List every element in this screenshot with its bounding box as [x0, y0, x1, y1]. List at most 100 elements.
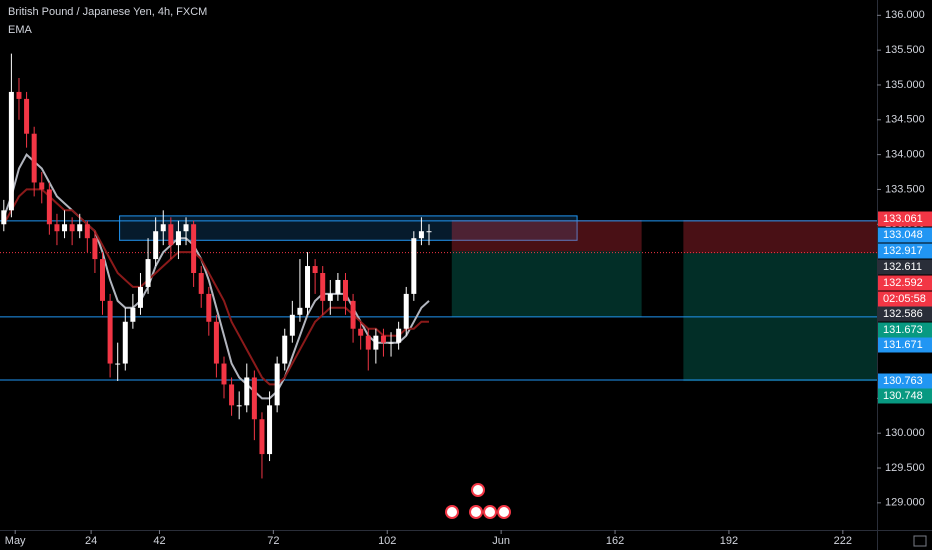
target-zone: [451, 251, 642, 317]
price-label: 132.917: [883, 245, 923, 257]
indicator-name: EMA: [8, 24, 33, 36]
candle-body: [388, 342, 394, 344]
x-tick-label: Jun: [492, 535, 510, 547]
ema-line: [2, 188, 429, 386]
candle-body: [145, 259, 151, 287]
candle-body: [153, 231, 159, 260]
event-icon[interactable]: [469, 505, 483, 519]
candle-body: [16, 91, 22, 99]
candle-body: [206, 293, 212, 322]
candle-body: [122, 321, 128, 364]
x-tick-label: 102: [378, 535, 396, 547]
candle-body: [213, 321, 219, 364]
candle-body: [92, 238, 98, 260]
stop-zone: [451, 220, 642, 252]
candle-body: [77, 224, 83, 232]
candle-body: [350, 300, 356, 329]
y-tick-label: 135.500: [885, 44, 925, 56]
candle-body: [107, 300, 113, 364]
price-label-box: [878, 227, 932, 243]
price-label-box: [878, 275, 932, 291]
candle-body: [297, 307, 303, 315]
x-tick-label: 162: [606, 535, 624, 547]
candle-body: [373, 335, 379, 350]
price-label: 133.061: [883, 213, 923, 225]
candle-body: [8, 91, 14, 211]
event-icon[interactable]: [471, 483, 485, 497]
price-label-box: [878, 291, 932, 307]
price-label-box: [878, 373, 932, 389]
event-icon[interactable]: [445, 505, 459, 519]
y-tick-label: 130.000: [885, 427, 925, 439]
candle-body: [403, 293, 409, 329]
x-tick-label: 24: [85, 535, 97, 547]
price-label: 132.611: [883, 261, 922, 273]
price-label-box: [878, 337, 932, 353]
y-tick-label: 135.000: [885, 79, 925, 91]
candle-body: [267, 405, 273, 455]
candle-body: [320, 273, 326, 301]
y-tick-label: 133.500: [885, 183, 925, 195]
candle-body: [39, 182, 45, 190]
candle-body: [183, 224, 189, 232]
price-label: 132.592: [883, 277, 923, 289]
candle-body: [274, 363, 280, 406]
price-label: 02:05:58: [883, 293, 926, 305]
x-tick-label: 222: [834, 535, 852, 547]
price-label-box: [878, 322, 932, 338]
price-label-box: [878, 243, 932, 259]
y-tick-label: 134.000: [885, 149, 925, 161]
stop-zone: [683, 220, 877, 254]
candle-body: [396, 328, 402, 343]
candle-body: [289, 314, 295, 336]
x-tick-label: May: [5, 535, 26, 547]
x-tick-label: 42: [153, 535, 165, 547]
candle-body: [1, 210, 7, 225]
event-icon[interactable]: [483, 505, 497, 519]
price-label: 131.673: [883, 324, 923, 336]
candle-body: [365, 335, 371, 350]
y-tick-label: 134.500: [885, 114, 925, 126]
x-tick-label: 72: [267, 535, 279, 547]
settings-button[interactable]: [913, 535, 927, 547]
candle-body: [175, 231, 181, 246]
candle-body: [305, 266, 311, 308]
candle-body: [418, 231, 424, 239]
price-label-box: [878, 259, 932, 275]
price-label: 130.763: [883, 375, 923, 387]
y-tick-label: 136.000: [885, 9, 925, 21]
price-label: 133.048: [883, 229, 923, 241]
candle-body: [380, 335, 386, 343]
candle-body: [137, 286, 143, 308]
price-label-box: [878, 306, 932, 322]
y-tick-label: 129.000: [885, 497, 925, 509]
candle-body: [236, 405, 242, 407]
candle-body: [160, 224, 166, 232]
candle-body: [259, 419, 265, 455]
candle-body: [244, 377, 250, 406]
candle-body: [24, 98, 30, 134]
candle-body: [335, 279, 341, 294]
event-icon[interactable]: [497, 505, 511, 519]
candle-body: [282, 335, 288, 364]
candle-body: [342, 279, 348, 301]
candle-body: [31, 133, 37, 183]
event-icons: [445, 483, 511, 519]
candle-body: [358, 328, 364, 336]
candle-body: [221, 363, 227, 385]
y-tick-label: 129.500: [885, 462, 925, 474]
candle-body: [229, 384, 235, 406]
candle-body: [130, 307, 136, 322]
candle-body: [54, 224, 60, 232]
price-label: 130.748: [883, 390, 923, 402]
price-label: 131.671: [883, 339, 923, 351]
candle-body: [312, 266, 318, 274]
candle-body: [191, 224, 197, 274]
price-label-box: [878, 388, 932, 404]
price-label-box: [878, 211, 932, 227]
chart-title: British Pound / Japanese Yen, 4h, FXCM: [8, 6, 207, 18]
candle-body: [251, 377, 257, 420]
